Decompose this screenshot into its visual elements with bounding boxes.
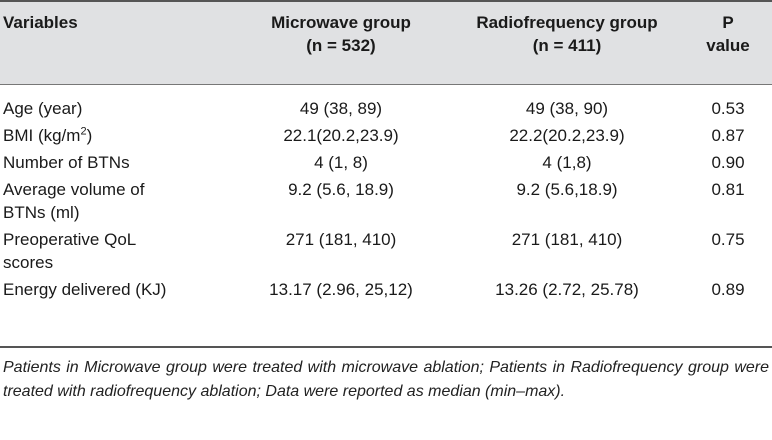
table-footnote: Patients in Microwave group were treated… (3, 359, 769, 400)
cell-radiofrequency: 49 (38, 90) (525, 99, 609, 118)
header-variables: Variables (0, 2, 232, 84)
table-row: Energy delivered (KJ) 13.17 (2.96, 25,12… (0, 274, 772, 301)
cell-p-value: 0.81 (711, 180, 745, 199)
header-radiofrequency-line1: Radiofrequency group (476, 13, 658, 32)
top-rule (0, 0, 772, 2)
cell-radiofrequency: 271 (181, 410) (511, 230, 623, 249)
cell-microwave: 49 (38, 89) (299, 99, 383, 118)
cell-p-value: 0.89 (711, 280, 745, 299)
cell-radiofrequency: 13.26 (2.72, 25.78) (495, 280, 639, 299)
header-row: Variables Microwave group (n = 532) Radi… (0, 2, 772, 84)
header-p-value: P value (684, 2, 772, 84)
cell-variable: Number of BTNs (3, 153, 130, 172)
header-p-line1: P (722, 13, 734, 32)
cell-radiofrequency: 22.2(20.2,23.9) (509, 126, 625, 145)
cell-variable: Preoperative QoL scores (0, 224, 232, 274)
table-row: Preoperative QoL scores 271 (181, 410) 27… (0, 224, 772, 274)
cell-variable-superscript: 2 (80, 125, 87, 138)
cell-microwave: 9.2 (5.6, 18.9) (288, 180, 394, 199)
cell-variable-line2: scores (3, 253, 54, 272)
cell-variable: BMI (kg/m2) (0, 120, 232, 147)
cell-variable-line1: Preoperative QoL (3, 230, 137, 249)
cell-microwave: 4 (1, 8) (314, 153, 368, 172)
cell-variable: Age (year) (3, 99, 83, 118)
header-rule (0, 84, 772, 85)
table-row: Number of BTNs 4 (1, 8) 4 (1,8) 0.90 (0, 147, 772, 174)
data-table: Variables Microwave group (n = 532) Radi… (0, 2, 772, 301)
header-radiofrequency-line2: (n = 411) (532, 36, 602, 55)
header-microwave-line1: Microwave group (271, 13, 411, 32)
cell-p-value: 0.75 (711, 230, 745, 249)
cell-variable: Energy delivered (KJ) (3, 280, 167, 299)
table-row: Age (year) 49 (38, 89) 49 (38, 90) 0.53 (0, 84, 772, 120)
cell-variable-line1: Average volume of (3, 180, 145, 199)
cell-radiofrequency: 4 (1,8) (542, 153, 592, 172)
cell-microwave: 22.1(20.2,23.9) (283, 126, 399, 145)
cell-variable-text: BMI (kg/m (3, 126, 81, 145)
cell-microwave: 13.17 (2.96, 25,12) (269, 280, 413, 299)
header-radiofrequency: Radiofrequency group (n = 411) (450, 2, 684, 84)
bottom-rule (0, 346, 772, 348)
cell-p-value: 0.87 (711, 126, 745, 145)
header-p-line2: value (706, 36, 750, 55)
header-microwave-line2: (n = 532) (306, 36, 376, 55)
cell-p-value: 0.90 (711, 153, 745, 172)
cell-variable: Average volume of BTNs (ml) (0, 174, 232, 224)
header-variables-line1: Variables (3, 13, 78, 32)
header-band (0, 0, 772, 84)
header-microwave: Microwave group (n = 532) (232, 2, 450, 84)
cell-p-value: 0.53 (711, 99, 745, 118)
table-row: Average volume of BTNs (ml) 9.2 (5.6, 18.… (0, 174, 772, 224)
cell-microwave: 271 (181, 410) (285, 230, 397, 249)
cell-variable-line2: BTNs (ml) (3, 203, 80, 222)
table-row: BMI (kg/m2) 22.1(20.2,23.9) 22.2(20.2,23… (0, 120, 772, 147)
cell-variable-tail: ) (86, 126, 93, 145)
cell-radiofrequency: 9.2 (5.6,18.9) (516, 180, 618, 199)
